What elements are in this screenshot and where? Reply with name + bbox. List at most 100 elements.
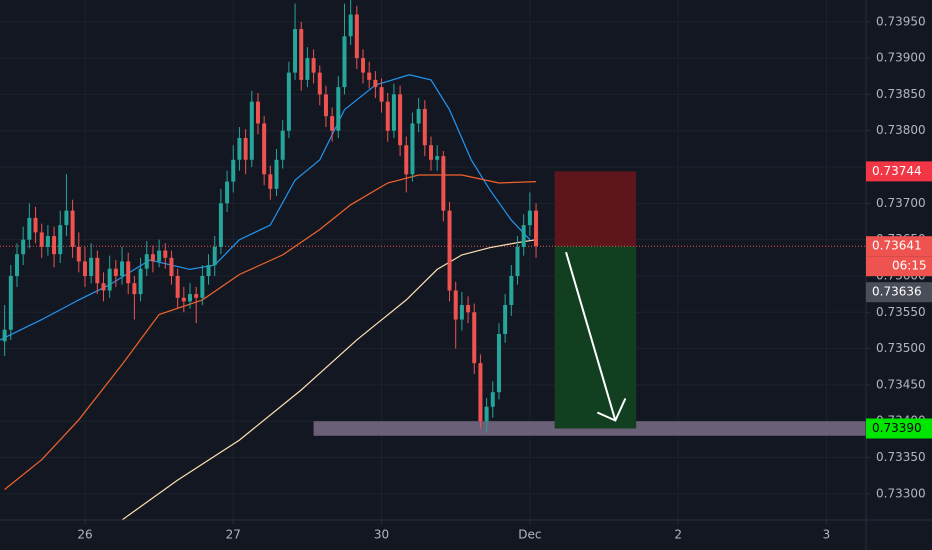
candle-body xyxy=(157,250,162,262)
candle-body xyxy=(466,305,471,313)
candle-body xyxy=(45,236,50,247)
candle-body xyxy=(342,36,347,88)
target-box xyxy=(554,246,637,429)
price-label: 0.73636 xyxy=(872,285,922,299)
candle-body xyxy=(435,156,440,160)
candle-body xyxy=(459,305,464,320)
candle-body xyxy=(262,123,267,175)
candle-body xyxy=(181,297,186,302)
candle-body xyxy=(527,210,532,226)
candle-body xyxy=(169,257,174,276)
y-tick-label: 0.73850 xyxy=(876,87,926,101)
price-label-bg xyxy=(866,418,932,439)
price-label: 0.73641 xyxy=(872,239,922,253)
candle-body xyxy=(336,87,341,131)
countdown: 06:15 xyxy=(892,259,927,273)
candle-body xyxy=(89,257,94,276)
plot-area xyxy=(0,0,866,520)
candle-body xyxy=(132,283,137,295)
candle-body xyxy=(95,257,100,284)
candle-body xyxy=(138,268,143,295)
y-tick-label: 0.73450 xyxy=(876,377,926,391)
candle-body xyxy=(52,236,57,255)
support-zone xyxy=(313,421,866,436)
candle-body xyxy=(521,225,526,247)
x-tick-label: 30 xyxy=(374,528,389,542)
candle-body xyxy=(416,108,421,124)
candle-body xyxy=(39,232,44,247)
candle-body xyxy=(361,58,366,73)
candle-body xyxy=(441,156,446,211)
countdown-bg xyxy=(866,256,932,277)
candle-body xyxy=(496,334,501,393)
candle-body xyxy=(113,268,118,276)
price-label: 0.73744 xyxy=(872,164,922,178)
candle-body xyxy=(237,137,242,160)
candle-body xyxy=(2,329,7,342)
candle-body xyxy=(64,210,69,226)
x-tick-label: 2 xyxy=(674,528,682,542)
candle-body xyxy=(268,174,273,189)
moving-average xyxy=(121,239,537,520)
candle-body xyxy=(367,72,372,80)
y-tick-label: 0.73350 xyxy=(876,450,926,464)
candle-body xyxy=(503,305,508,335)
candle-body xyxy=(293,29,298,73)
candle-body xyxy=(21,239,26,255)
candle-body xyxy=(385,101,390,131)
candle-body xyxy=(478,363,483,422)
candle-body xyxy=(422,108,427,146)
candle-body xyxy=(391,94,396,131)
y-tick-label: 0.73900 xyxy=(876,51,926,65)
price-label-bg xyxy=(866,161,932,182)
price-label-bg xyxy=(866,236,932,257)
candle-body xyxy=(27,217,32,240)
candle-body xyxy=(225,181,230,204)
candle-body xyxy=(509,275,514,306)
price-label-bg xyxy=(866,282,932,303)
candle-body xyxy=(33,217,38,233)
candle-body xyxy=(299,29,304,80)
candle-body xyxy=(58,225,63,255)
x-tick-label: 27 xyxy=(226,528,241,542)
candle-body xyxy=(323,94,328,117)
y-tick-label: 0.73700 xyxy=(876,196,926,210)
candle-body xyxy=(101,283,106,291)
y-tick-label: 0.73950 xyxy=(876,14,926,28)
candle-body xyxy=(206,265,211,276)
candle-body xyxy=(490,392,495,407)
arrow-head xyxy=(596,398,627,422)
candle-body xyxy=(231,159,236,182)
y-tick-label: 0.73500 xyxy=(876,341,926,355)
candle-body xyxy=(354,14,359,59)
candle-body xyxy=(243,137,248,160)
candle-body xyxy=(286,72,291,131)
candle-body xyxy=(379,87,384,102)
candle-body xyxy=(398,94,403,146)
axes: 0.733000.733500.734000.734500.735000.735… xyxy=(77,14,932,542)
x-tick-label: 3 xyxy=(823,528,831,542)
candle-body xyxy=(249,101,254,160)
moving-average xyxy=(4,174,537,490)
candle-body xyxy=(76,246,81,262)
y-tick-label: 0.73550 xyxy=(876,305,926,319)
arrow-shaft xyxy=(565,251,617,421)
candle-body xyxy=(330,116,335,131)
candle-body xyxy=(218,203,223,247)
candle-body xyxy=(255,101,260,124)
candle-body xyxy=(515,246,520,276)
candle-body xyxy=(373,79,378,88)
candle-body xyxy=(274,159,279,189)
price-label: 0.73390 xyxy=(872,421,922,435)
x-tick-label: Dec xyxy=(518,528,541,542)
candle-body xyxy=(8,275,13,330)
candle-body xyxy=(14,254,19,276)
candle-body xyxy=(484,406,489,422)
candle-body xyxy=(163,250,168,258)
candle-body xyxy=(534,210,539,247)
candle-body xyxy=(447,210,452,291)
candle-body xyxy=(428,145,433,160)
